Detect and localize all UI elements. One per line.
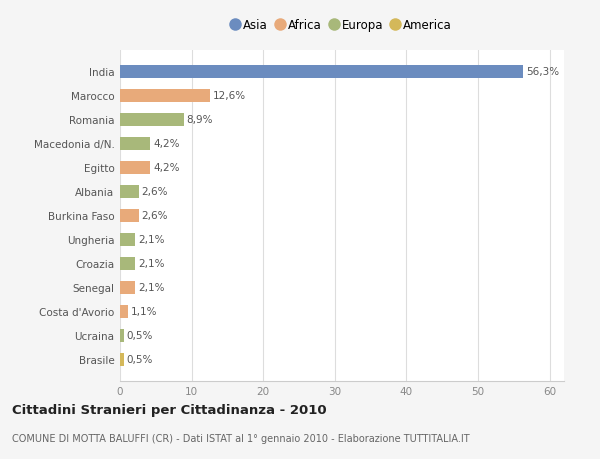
Text: Cittadini Stranieri per Cittadinanza - 2010: Cittadini Stranieri per Cittadinanza - 2… — [12, 403, 326, 416]
Text: 2,1%: 2,1% — [138, 258, 164, 269]
Text: 0,5%: 0,5% — [127, 354, 153, 364]
Text: 12,6%: 12,6% — [213, 91, 246, 101]
Text: 56,3%: 56,3% — [526, 67, 559, 77]
Bar — [120, 281, 135, 294]
Legend: Asia, Africa, Europa, America: Asia, Africa, Europa, America — [230, 17, 454, 34]
Bar — [120, 233, 135, 246]
Bar — [120, 257, 135, 270]
Text: 2,6%: 2,6% — [142, 187, 168, 197]
Text: 0,5%: 0,5% — [127, 330, 153, 341]
Bar — [120, 66, 523, 78]
Bar — [120, 305, 128, 318]
Text: 2,6%: 2,6% — [142, 211, 168, 221]
Bar — [120, 185, 139, 198]
Text: 4,2%: 4,2% — [153, 139, 179, 149]
Bar — [120, 161, 150, 174]
Bar — [120, 209, 139, 222]
Text: 2,1%: 2,1% — [138, 283, 164, 292]
Text: 8,9%: 8,9% — [187, 115, 213, 125]
Text: COMUNE DI MOTTA BALUFFI (CR) - Dati ISTAT al 1° gennaio 2010 - Elaborazione TUTT: COMUNE DI MOTTA BALUFFI (CR) - Dati ISTA… — [12, 433, 470, 442]
Bar — [120, 113, 184, 127]
Bar — [120, 329, 124, 342]
Text: 2,1%: 2,1% — [138, 235, 164, 245]
Bar — [120, 90, 210, 103]
Bar — [120, 353, 124, 366]
Text: 4,2%: 4,2% — [153, 163, 179, 173]
Bar — [120, 137, 150, 151]
Text: 1,1%: 1,1% — [131, 307, 157, 316]
